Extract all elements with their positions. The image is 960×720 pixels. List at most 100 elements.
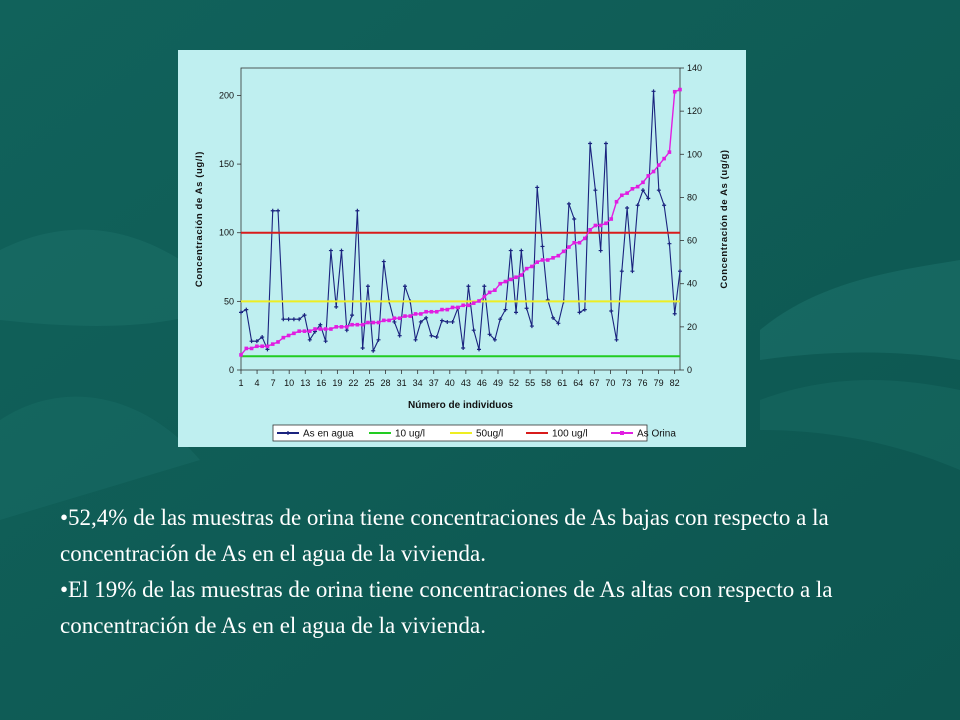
y-right-axis-title: Concentración de As (ug/g) — [719, 149, 730, 288]
x-tick-label: 1 — [238, 378, 243, 388]
urine-point — [292, 331, 296, 336]
x-tick-label: 25 — [364, 378, 374, 388]
urine-point — [657, 163, 661, 167]
water-point — [477, 347, 482, 352]
water-point — [614, 337, 619, 342]
x-tick-label: 43 — [461, 378, 471, 388]
background-wave-1 — [0, 229, 230, 326]
water-point — [588, 141, 593, 146]
legend-label-0: As en agua — [303, 429, 354, 440]
y-left-tick-label: 150 — [219, 159, 234, 169]
water-point — [450, 319, 455, 324]
y-right-tick-label: 60 — [687, 236, 697, 246]
water-point — [535, 185, 540, 190]
water-point — [286, 317, 291, 322]
water-point — [418, 319, 423, 324]
urine-point — [434, 309, 439, 314]
urine-point — [667, 150, 672, 154]
urine-point — [498, 281, 502, 286]
legend-label-3: 100 ug/l — [552, 429, 588, 440]
legend-label-1: 10 ug/l — [395, 429, 425, 440]
urine-point — [540, 258, 545, 262]
water-point — [281, 317, 286, 322]
water-point — [350, 313, 355, 318]
urine-point — [519, 273, 524, 277]
urine-point — [276, 340, 280, 344]
urine-point — [302, 329, 307, 333]
urine-point — [493, 288, 497, 292]
water-point — [413, 337, 418, 342]
water-point — [540, 244, 545, 249]
urine-point — [672, 89, 677, 94]
urine-point — [461, 303, 465, 308]
bullet-2: •El 19% de las muestras de orina tiene c… — [60, 577, 833, 638]
urine-point — [360, 322, 365, 327]
x-tick-label: 13 — [300, 378, 310, 388]
urine-point — [641, 180, 645, 185]
urine-point — [371, 320, 376, 325]
x-tick-label: 7 — [271, 378, 276, 388]
water-point — [514, 310, 519, 315]
urine-point — [429, 309, 434, 314]
x-tick-label: 58 — [541, 378, 551, 388]
urine-point — [514, 275, 518, 280]
water-point — [445, 319, 450, 324]
x-tick-label: 34 — [413, 378, 423, 388]
x-tick-label: 37 — [429, 378, 439, 388]
x-tick-label: 79 — [654, 378, 664, 388]
water-point — [397, 333, 402, 338]
water-point — [646, 196, 651, 201]
urine-point — [572, 240, 577, 245]
urine-point — [456, 305, 460, 310]
water-point — [297, 317, 302, 322]
water-point — [662, 203, 667, 208]
water-point — [667, 241, 672, 246]
water-point — [254, 339, 259, 344]
background-wave-4 — [760, 380, 960, 470]
urine-point — [503, 279, 508, 284]
urine-point — [408, 314, 413, 318]
y-left-tick-label: 100 — [219, 228, 234, 238]
y-right-tick-label: 120 — [687, 106, 702, 116]
water-point — [270, 208, 275, 213]
urine-point — [593, 223, 598, 228]
water-point — [630, 269, 635, 274]
legend-marker-water — [286, 431, 290, 435]
x-tick-label: 10 — [284, 378, 294, 388]
water-point — [508, 248, 513, 253]
water-point — [291, 317, 296, 322]
water-point — [577, 310, 582, 315]
x-tick-label: 73 — [621, 378, 631, 388]
urine-point — [297, 329, 301, 333]
urine-point — [614, 199, 619, 204]
urine-point — [270, 342, 275, 346]
urine-point — [265, 344, 270, 349]
water-point — [492, 337, 497, 342]
water-point — [498, 317, 503, 322]
urine-point — [313, 327, 317, 331]
urine-point — [445, 307, 450, 312]
y-left-tick-label: 50 — [224, 296, 234, 306]
x-tick-label: 76 — [638, 378, 648, 388]
water-point — [551, 315, 556, 320]
urine-point — [471, 301, 476, 305]
urine-point — [466, 303, 471, 308]
urine-point — [329, 327, 333, 331]
water-point — [524, 306, 529, 311]
urine-point — [286, 333, 291, 338]
urine-point — [662, 156, 666, 161]
water-point — [429, 333, 434, 338]
x-tick-label: 31 — [397, 378, 407, 388]
water-point — [656, 188, 661, 193]
x-tick-label: 55 — [525, 378, 535, 388]
legend-label-4: As Orina — [637, 429, 676, 440]
water-point — [582, 307, 587, 312]
legend-marker-urine — [620, 431, 624, 435]
x-tick-label: 16 — [316, 378, 326, 388]
water-point — [471, 328, 476, 333]
urine-point — [604, 221, 608, 226]
urine-point — [387, 318, 391, 323]
urine-point — [355, 322, 360, 327]
water-point — [603, 141, 608, 146]
urine-point — [630, 187, 635, 191]
